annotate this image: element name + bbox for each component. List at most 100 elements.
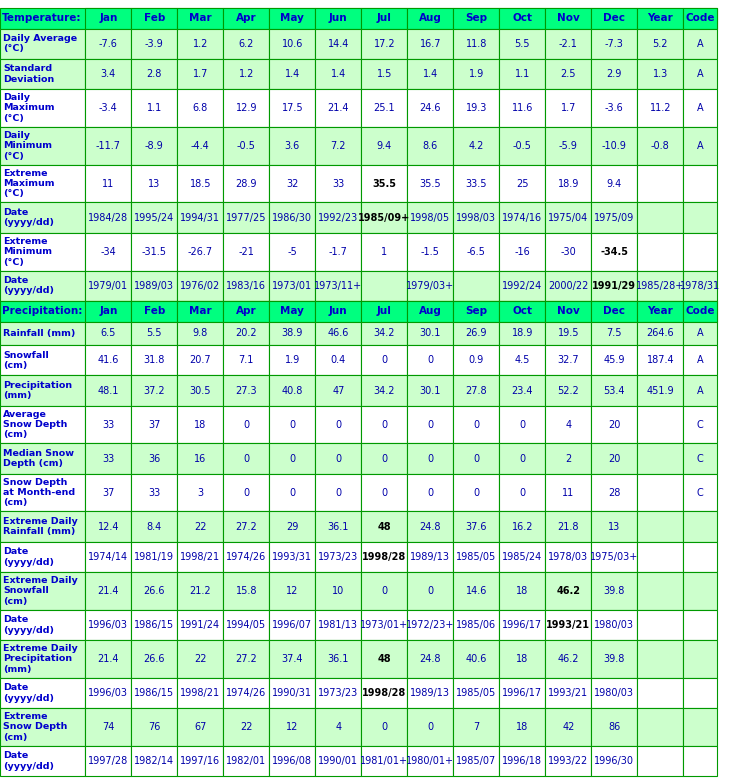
Text: 20: 20 <box>608 454 620 463</box>
Text: 1973/01: 1973/01 <box>272 281 312 291</box>
Text: -31.5: -31.5 <box>142 246 167 257</box>
Bar <box>361 232 407 271</box>
Text: 8.4: 8.4 <box>147 522 162 532</box>
Text: 0: 0 <box>427 454 433 463</box>
Text: 9.4: 9.4 <box>607 179 622 189</box>
Text: 29: 29 <box>286 522 298 532</box>
Bar <box>407 512 453 542</box>
Text: 1989/03: 1989/03 <box>134 281 174 291</box>
Bar <box>223 232 269 271</box>
Bar <box>131 165 177 203</box>
Bar <box>407 271 453 301</box>
Bar <box>223 473 269 512</box>
Text: 37.6: 37.6 <box>466 522 487 532</box>
Bar <box>0 29 85 58</box>
Bar <box>269 58 315 89</box>
Bar <box>223 127 269 165</box>
Bar <box>269 610 315 640</box>
Bar <box>85 640 131 678</box>
Bar <box>315 58 361 89</box>
Bar <box>177 512 223 542</box>
Text: Jun: Jun <box>329 307 348 316</box>
Text: Jul: Jul <box>377 307 392 316</box>
Bar <box>269 29 315 58</box>
Bar <box>0 444 85 473</box>
Bar <box>85 127 131 165</box>
Bar <box>453 321 499 346</box>
Bar <box>545 301 591 321</box>
Bar <box>637 127 683 165</box>
Bar <box>499 271 545 301</box>
Text: 1998/05: 1998/05 <box>410 213 450 222</box>
Text: 7.2: 7.2 <box>331 140 346 151</box>
Bar <box>131 127 177 165</box>
Bar <box>361 346 407 375</box>
Text: 0: 0 <box>427 356 433 365</box>
Bar <box>315 473 361 512</box>
Bar <box>0 610 85 640</box>
Text: 3.6: 3.6 <box>285 140 300 151</box>
Bar <box>223 321 269 346</box>
Bar <box>131 640 177 678</box>
Text: Year: Year <box>648 307 673 316</box>
Text: 37: 37 <box>148 420 160 430</box>
Bar <box>453 232 499 271</box>
Text: 1.2: 1.2 <box>239 69 254 79</box>
Text: A: A <box>697 328 703 339</box>
Text: 1996/30: 1996/30 <box>594 756 634 766</box>
Text: 1974/16: 1974/16 <box>502 213 542 222</box>
Bar <box>545 203 591 232</box>
Bar <box>683 572 717 610</box>
Text: -5: -5 <box>287 246 298 257</box>
Text: 1980/03: 1980/03 <box>594 620 634 630</box>
Text: 0: 0 <box>381 722 387 732</box>
Bar <box>407 89 453 127</box>
Text: 30.1: 30.1 <box>420 385 441 395</box>
Text: 0: 0 <box>427 722 433 732</box>
Text: 1.4: 1.4 <box>423 69 438 79</box>
Text: 2.9: 2.9 <box>607 69 622 79</box>
Bar <box>85 406 131 444</box>
Bar <box>591 473 637 512</box>
Text: 1985/05: 1985/05 <box>456 688 496 698</box>
Bar <box>591 678 637 708</box>
Text: 13: 13 <box>148 179 160 189</box>
Text: 26.6: 26.6 <box>144 586 165 596</box>
Text: 1985/07: 1985/07 <box>456 756 496 766</box>
Bar <box>683 542 717 572</box>
Text: Date
(yyyy/dd): Date (yyyy/dd) <box>3 751 54 771</box>
Text: -16: -16 <box>514 246 531 257</box>
Bar <box>637 473 683 512</box>
Bar <box>315 271 361 301</box>
Bar <box>407 29 453 58</box>
Text: A: A <box>697 69 703 79</box>
Bar <box>85 473 131 512</box>
Text: 17.5: 17.5 <box>281 103 303 113</box>
Text: 1996/17: 1996/17 <box>502 620 542 630</box>
Text: 27.2: 27.2 <box>235 522 257 532</box>
Text: -7.3: -7.3 <box>605 39 624 48</box>
Text: 1998/28: 1998/28 <box>362 552 407 562</box>
Bar <box>269 232 315 271</box>
Text: 0: 0 <box>289 420 295 430</box>
Bar <box>0 473 85 512</box>
Text: Precipitation
(mm): Precipitation (mm) <box>3 381 72 400</box>
Text: 1985/05: 1985/05 <box>456 552 496 562</box>
Bar <box>85 678 131 708</box>
Text: 1984/28: 1984/28 <box>88 213 128 222</box>
Bar <box>545 232 591 271</box>
Text: 46.2: 46.2 <box>558 654 579 664</box>
Text: Sep: Sep <box>465 307 487 316</box>
Text: 1982/14: 1982/14 <box>134 756 174 766</box>
Text: 21.8: 21.8 <box>558 522 579 532</box>
Bar <box>223 610 269 640</box>
Bar <box>637 271 683 301</box>
Text: 1979/03+: 1979/03+ <box>407 281 454 291</box>
Text: Oct: Oct <box>513 13 532 23</box>
Bar <box>131 406 177 444</box>
Text: 67: 67 <box>194 722 206 732</box>
Text: 14.4: 14.4 <box>328 39 349 48</box>
Text: 18.9: 18.9 <box>512 328 533 339</box>
Bar <box>499 301 545 321</box>
Bar <box>591 542 637 572</box>
